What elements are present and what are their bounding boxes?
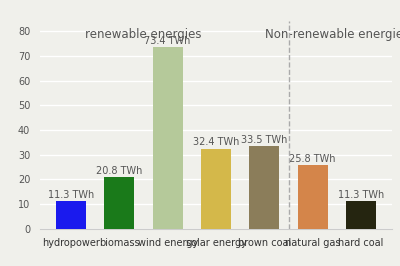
- Bar: [153, 47, 183, 229]
- Text: 25.8 TWh: 25.8 TWh: [290, 154, 336, 164]
- Text: renewable energies: renewable energies: [85, 27, 202, 40]
- Text: 33.5 TWh: 33.5 TWh: [241, 135, 288, 145]
- Text: 32.4 TWh: 32.4 TWh: [193, 138, 239, 148]
- Text: Non-renewable energies: Non-renewable energies: [265, 27, 400, 40]
- Bar: [201, 149, 231, 229]
- Text: 20.8 TWh: 20.8 TWh: [96, 166, 142, 176]
- Text: 73.4 TWh: 73.4 TWh: [144, 36, 191, 46]
- Bar: [249, 146, 279, 229]
- Bar: [56, 201, 86, 229]
- Text: 11.3 TWh: 11.3 TWh: [48, 190, 94, 200]
- Bar: [346, 201, 376, 229]
- Bar: [104, 177, 134, 229]
- Bar: [298, 165, 328, 229]
- Text: 11.3 TWh: 11.3 TWh: [338, 190, 384, 200]
